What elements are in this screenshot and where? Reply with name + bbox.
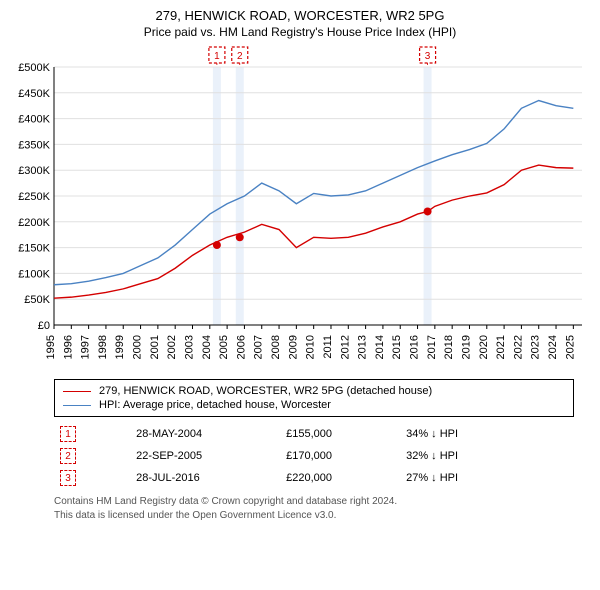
footer-line: This data is licensed under the Open Gov…	[54, 509, 574, 523]
y-tick-label: £400K	[18, 114, 50, 126]
sale-marker-ref: 3	[60, 470, 76, 486]
x-tick-label: 2015	[391, 335, 403, 359]
x-tick-label: 2000	[132, 335, 144, 359]
table-row: 2 22-SEP-2005£170,00032% ↓ HPI	[54, 445, 574, 467]
sale-marker-number: 3	[425, 51, 431, 62]
x-tick-label: 2006	[235, 335, 247, 359]
y-tick-label: £100K	[18, 268, 50, 280]
x-tick-label: 2022	[512, 335, 524, 359]
table-row: 3 28-JUL-2016£220,00027% ↓ HPI	[54, 467, 574, 489]
x-tick-label: 2014	[374, 335, 386, 359]
legend-label: HPI: Average price, detached house, Worc…	[99, 399, 331, 411]
y-tick-label: £300K	[18, 165, 50, 177]
x-tick-label: 2001	[149, 335, 161, 359]
sale-point	[236, 233, 244, 241]
y-tick-label: £0	[38, 320, 50, 332]
x-tick-label: 2021	[495, 335, 507, 359]
footer-attribution: Contains HM Land Registry data © Crown c…	[54, 495, 574, 522]
x-tick-label: 2007	[253, 335, 265, 359]
y-tick-label: £150K	[18, 243, 50, 255]
x-tick-label: 1997	[80, 335, 92, 359]
y-tick-label: £200K	[18, 217, 50, 229]
y-tick-label: £350K	[18, 139, 50, 151]
table-row: 1 28-MAY-2004£155,00034% ↓ HPI	[54, 423, 574, 445]
x-tick-label: 1998	[97, 335, 109, 359]
x-tick-label: 2004	[201, 335, 213, 359]
x-tick-label: 2018	[443, 335, 455, 359]
sale-price: £220,000	[280, 467, 400, 489]
x-tick-label: 2019	[460, 335, 472, 359]
y-tick-label: £500K	[18, 62, 50, 74]
sale-marker-ref: 1	[60, 426, 76, 442]
sale-marker-number: 2	[237, 51, 243, 62]
sale-date: 22-SEP-2005	[130, 445, 280, 467]
sale-point	[213, 241, 221, 249]
y-tick-label: £250K	[18, 191, 50, 203]
legend-label: 279, HENWICK ROAD, WORCESTER, WR2 5PG (d…	[99, 385, 432, 397]
sale-price: £170,000	[280, 445, 400, 467]
legend-swatch	[63, 405, 91, 406]
x-tick-label: 2025	[564, 335, 576, 359]
legend: 279, HENWICK ROAD, WORCESTER, WR2 5PG (d…	[54, 379, 574, 417]
x-tick-label: 2002	[166, 335, 178, 359]
sales-table: 1 28-MAY-2004£155,00034% ↓ HPI 2 22-SEP-200…	[54, 423, 574, 489]
x-tick-label: 1999	[114, 335, 126, 359]
x-tick-label: 2003	[183, 335, 195, 359]
footer-line: Contains HM Land Registry data © Crown c…	[54, 495, 574, 509]
series-hpi	[54, 101, 573, 285]
x-tick-label: 2005	[218, 335, 230, 359]
sale-price: £155,000	[280, 423, 400, 445]
x-tick-label: 2012	[339, 335, 351, 359]
x-tick-label: 1995	[45, 335, 57, 359]
x-tick-label: 2011	[322, 335, 334, 359]
legend-item: 279, HENWICK ROAD, WORCESTER, WR2 5PG (d…	[63, 384, 565, 398]
sale-marker-ref: 2	[60, 448, 76, 464]
sale-delta: 32% ↓ HPI	[400, 445, 574, 467]
sale-date: 28-JUL-2016	[130, 467, 280, 489]
x-tick-label: 1996	[62, 335, 74, 359]
x-tick-label: 2009	[287, 335, 299, 359]
x-tick-label: 2013	[357, 335, 369, 359]
sale-delta: 27% ↓ HPI	[400, 467, 574, 489]
chart-title: 279, HENWICK ROAD, WORCESTER, WR2 5PG	[10, 8, 590, 23]
x-tick-label: 2008	[270, 335, 282, 359]
y-tick-label: £450K	[18, 88, 50, 100]
x-tick-label: 2024	[547, 335, 559, 359]
legend-swatch	[63, 391, 91, 392]
series-property	[54, 165, 573, 298]
x-tick-label: 2016	[409, 335, 421, 359]
chart-subtitle: Price paid vs. HM Land Registry's House …	[10, 25, 590, 39]
sale-date: 28-MAY-2004	[130, 423, 280, 445]
x-tick-label: 2023	[530, 335, 542, 359]
x-tick-label: 2020	[478, 335, 490, 359]
legend-item: HPI: Average price, detached house, Worc…	[63, 398, 565, 412]
sale-marker-number: 1	[214, 51, 220, 62]
x-tick-label: 2017	[426, 335, 438, 359]
y-tick-label: £50K	[24, 294, 50, 306]
line-chart: £0 £50K £100K £150K £200K £250K £300K £350K £400…	[10, 43, 590, 373]
sale-point	[424, 207, 432, 215]
sale-delta: 34% ↓ HPI	[400, 423, 574, 445]
x-tick-label: 2010	[305, 335, 317, 359]
